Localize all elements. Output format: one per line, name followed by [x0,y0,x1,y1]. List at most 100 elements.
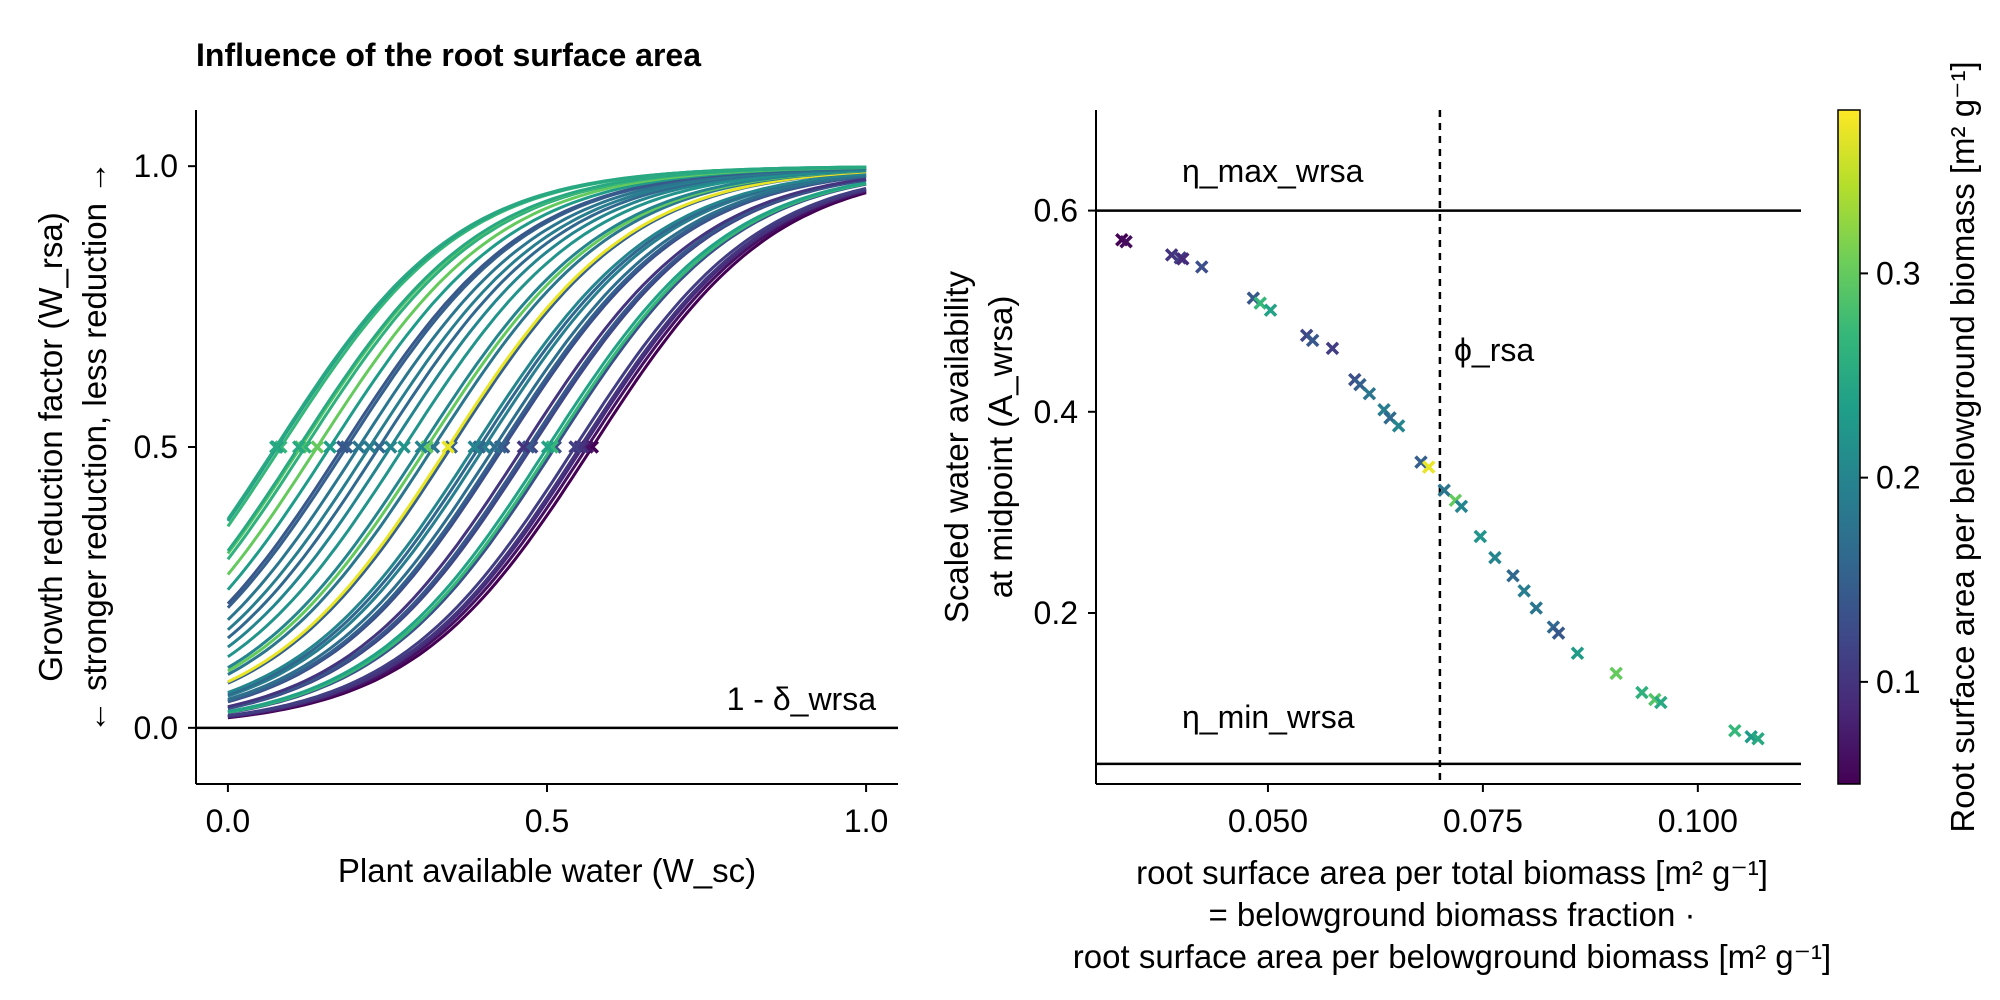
eta-max-label: η_max_wrsa [1182,153,1364,189]
midpoint-marker-8 [540,440,555,454]
growth-curve-23 [227,168,867,659]
left-panel: 1 - δ_wrsa 0.0 0.5 1.0 0.0 0.5 1.0 Plant ava… [32,110,898,889]
colorbar: 0.1 0.2 0.3 Root surface area per belowgro… [1837,61,1981,833]
midpoint-marker-11 [516,440,531,454]
growth-curve-25 [226,167,867,640]
midpoint-marker-22 [414,440,429,454]
phi-rsa-label: ϕ_rsa [1454,332,1534,368]
scatter-point-38 [1751,731,1765,746]
scatter-point-18 [1391,419,1406,433]
growth-curve-14 [227,174,867,701]
right-x-axis-label-line2: = belowground biomass fraction · [1208,896,1695,933]
right-y-tick-label: 0.6 [1034,193,1078,229]
right-scatter-points [1115,233,1765,746]
scatter-point-14 [1353,377,1367,392]
scatter-point-15 [1362,386,1377,401]
reference-line-label: 1 - δ_wrsa [727,681,877,717]
growth-curve-19 [227,170,867,684]
growth-curve-22 [227,168,867,669]
midpoint-marker-18 [444,440,459,454]
scatter-point-25 [1488,550,1502,565]
scatter-point-21 [1437,483,1451,497]
midpoint-marker-34 [292,440,306,454]
right-x-ticks: 0.050 0.075 0.100 [1228,784,1738,839]
right-panel: η_max_wrsa η_min_wrsa ϕ_rsa 0.050 0.075 0.… [938,110,1831,975]
growth-curve-18 [227,170,867,685]
growth-curve-13 [227,174,867,703]
left-y-axis-label-line1: Growth reduction factor (W_rsa) [32,212,69,681]
midpoint-marker-31 [310,440,324,454]
scatter-point-28 [1529,601,1543,615]
left-x-tick-label: 1.0 [844,803,888,839]
midpoint-marker-28 [339,440,354,454]
scatter-point-30 [1551,626,1566,640]
scatter-point-26 [1506,569,1520,583]
colorbar-tick-label: 0.1 [1876,664,1920,700]
scatter-point-3 [1164,248,1179,262]
right-y-axis-label-line1: Scaled water availability [938,270,975,623]
scatter-point-20 [1421,460,1436,474]
colorbar-label: Root surface area per belowground biomas… [1944,61,1981,832]
colorbar-label-group: Root surface area per belowground biomas… [1944,61,1981,832]
right-x-axis-label-line1: root surface area per total biomass [m² … [1136,854,1768,891]
right-y-axis-label-group: Scaled water availability at midpoint (A… [938,270,1019,623]
midpoint-marker-26 [362,440,377,454]
right-x-axis-label-line3: root surface area per belowground biomas… [1073,938,1831,975]
left-curves-group [226,165,867,720]
growth-curve-7 [227,182,867,714]
left-y-ticks: 0.0 0.5 1.0 [134,148,196,746]
growth-curve-1 [227,191,867,720]
chart-title: Influence of the root surface area [196,37,701,73]
left-x-axis-label: Plant available water (W_sc) [338,852,756,889]
colorbar-gradient [1837,109,1861,785]
scatter-point-9 [1263,303,1278,317]
scatter-point-8 [1253,296,1267,310]
right-x-tick-label: 0.050 [1228,803,1308,839]
scatter-point-36 [1728,723,1742,738]
scatter-point-19 [1414,455,1428,469]
left-y-tick-label: 0.5 [134,429,178,465]
midpoint-marker-29 [336,440,350,454]
scatter-point-31 [1570,646,1585,660]
scatter-point-11 [1305,333,1320,348]
scatter-point-6 [1195,260,1209,274]
scatter-point-32 [1609,666,1623,681]
midpoint-marker-27 [351,440,366,454]
right-x-tick-label: 0.075 [1443,803,1523,839]
left-x-tick-label: 0.0 [206,803,250,839]
midpoint-marker-19 [441,440,455,454]
midpoint-marker-30 [323,440,337,454]
eta-min-label: η_min_wrsa [1182,699,1355,735]
scatter-point-5 [1176,252,1190,266]
scatter-point-27 [1517,584,1531,598]
scatter-point-23 [1454,499,1469,514]
midpoint-marker-5 [568,440,582,454]
growth-curve-10 [227,178,867,710]
left-x-ticks: 0.0 0.5 1.0 [206,784,888,839]
growth-curve-26 [226,167,867,631]
midpoint-marker-17 [467,440,481,454]
scatter-point-33 [1635,685,1649,700]
left-y-tick-label: 0.0 [134,710,178,746]
scatter-point-24 [1473,529,1488,544]
right-y-axis-label-line2: at midpoint (A_wrsa) [982,296,1019,599]
scatter-point-2 [1119,235,1133,249]
scatter-point-35 [1654,695,1668,710]
right-y-ticks: 0.2 0.4 0.6 [1034,193,1096,631]
growth-curve-11 [227,177,867,709]
right-y-tick-label: 0.4 [1034,394,1078,430]
midpoint-marker-37 [269,440,283,454]
growth-curve-5 [227,186,867,718]
colorbar-tick-label: 0.2 [1876,460,1920,496]
colorbar-tick-label: 0.3 [1876,255,1920,291]
scatter-point-12 [1325,341,1340,356]
midpoint-marker-14 [487,440,502,454]
right-y-tick-label: 0.2 [1034,595,1078,631]
right-x-tick-label: 0.100 [1658,803,1738,839]
midpoint-marker-23 [397,440,411,454]
midpoint-marker-24 [383,440,398,454]
growth-curve-17 [227,172,867,694]
colorbar-ticks: 0.1 0.2 0.3 [1860,255,1920,700]
left-midpoint-markers-group [269,440,600,454]
